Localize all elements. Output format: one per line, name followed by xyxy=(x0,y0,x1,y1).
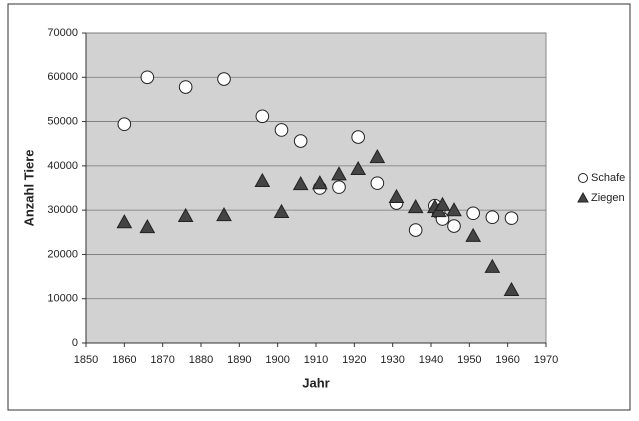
triangle-marker xyxy=(446,202,462,217)
y-tick-label: 50000 xyxy=(47,115,78,127)
x-axis-label: Jahr xyxy=(302,375,329,390)
x-tick-label: 1890 xyxy=(227,354,251,366)
triangle-marker xyxy=(331,166,347,181)
circle-marker xyxy=(140,70,155,85)
x-tick-label: 1870 xyxy=(150,354,174,366)
y-tick-label: 0 xyxy=(72,337,78,349)
triangle-marker xyxy=(388,188,405,203)
triangle-marker xyxy=(350,160,367,176)
x-tick-label: 1950 xyxy=(457,354,481,366)
x-tick-label: 1900 xyxy=(265,354,289,366)
circle-marker xyxy=(255,109,270,124)
x-tick-label: 1920 xyxy=(342,354,366,366)
x-tick-label: 1850 xyxy=(74,354,98,366)
legend-label: Ziegen xyxy=(591,192,625,204)
circle-marker xyxy=(274,123,289,137)
circle-marker xyxy=(504,211,519,225)
circle-marker xyxy=(178,80,193,94)
triangle-marker xyxy=(465,227,482,242)
circle-marker xyxy=(351,130,365,144)
y-tick-label: 40000 xyxy=(47,160,78,172)
y-tick-label: 30000 xyxy=(47,204,78,216)
triangle-marker xyxy=(407,199,424,214)
circle-marker xyxy=(447,219,461,233)
circle-marker xyxy=(466,206,480,221)
triangle-marker xyxy=(216,206,232,222)
x-tick-label: 1940 xyxy=(419,354,443,366)
circle-marker xyxy=(217,72,231,86)
x-tick-label: 1860 xyxy=(112,354,136,366)
circle-marker xyxy=(370,176,385,190)
circle-marker xyxy=(117,117,132,132)
triangle-marker xyxy=(273,203,290,219)
triangle-marker xyxy=(311,175,328,190)
x-tick-label: 1930 xyxy=(380,354,404,366)
circle-marker xyxy=(332,180,346,194)
legend-marker xyxy=(577,191,589,203)
x-tick-label: 1970 xyxy=(534,354,558,366)
triangle-marker xyxy=(369,148,386,164)
y-tick-label: 10000 xyxy=(47,293,78,305)
x-tick-label: 1880 xyxy=(189,354,213,366)
legend-label: Schafe xyxy=(591,172,625,184)
y-tick-label: 70000 xyxy=(47,27,78,39)
triangle-marker xyxy=(254,172,271,188)
circle-marker xyxy=(293,134,308,148)
triangle-marker xyxy=(139,218,156,234)
circle-marker xyxy=(485,210,500,225)
triangle-marker xyxy=(292,175,309,191)
x-tick-label: 1910 xyxy=(304,354,328,366)
y-tick-label: 20000 xyxy=(47,248,78,260)
triangle-marker xyxy=(484,258,501,273)
triangle-marker xyxy=(116,214,133,229)
x-tick-label: 1960 xyxy=(495,354,519,366)
circle-marker xyxy=(408,223,423,237)
triangle-marker xyxy=(434,196,451,211)
y-axis-label: Anzahl Tiere xyxy=(21,149,36,226)
triangle-marker xyxy=(503,281,520,296)
legend-marker xyxy=(578,173,588,183)
y-tick-label: 60000 xyxy=(47,71,78,83)
triangle-marker xyxy=(177,207,194,222)
